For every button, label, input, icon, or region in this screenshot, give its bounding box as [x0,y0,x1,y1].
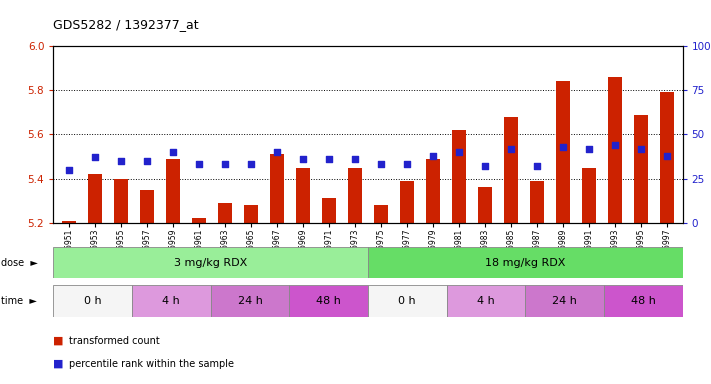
Bar [87,174,102,223]
Bar [210,285,289,317]
Text: 0 h: 0 h [398,296,416,306]
Bar [530,181,544,223]
Point [557,144,569,150]
Bar [244,205,258,223]
Point [506,146,517,152]
Bar [132,285,210,317]
Text: 4 h: 4 h [477,296,495,306]
Bar [322,199,336,223]
Point [531,163,542,169]
Point [427,152,439,159]
Text: percentile rank within the sample: percentile rank within the sample [69,359,234,369]
Point [245,161,257,167]
Bar [140,190,154,223]
Text: 48 h: 48 h [631,296,656,306]
Bar [218,203,232,223]
Bar [478,187,492,223]
Bar [53,247,368,278]
Point [272,149,283,155]
Point [63,167,75,173]
Text: 3 mg/kg RDX: 3 mg/kg RDX [174,258,247,268]
Point [90,154,101,161]
Bar [660,93,674,223]
Point [324,156,335,162]
Bar [451,130,466,223]
Bar [289,285,368,317]
Bar [608,77,622,223]
Bar [634,114,648,223]
Bar [114,179,128,223]
Point [349,156,360,162]
Bar [62,220,76,223]
Text: ■: ■ [53,336,64,346]
Point [609,142,621,148]
Bar [368,285,447,317]
Text: transformed count: transformed count [69,336,160,346]
Bar [296,167,310,223]
Bar [192,218,206,223]
Bar [53,285,132,317]
Point [193,161,205,167]
Bar [400,181,414,223]
Text: 0 h: 0 h [84,296,102,306]
Bar [525,285,604,317]
Point [167,149,178,155]
Bar [582,167,596,223]
Point [219,161,230,167]
Text: dose  ►: dose ► [1,258,38,268]
Text: 48 h: 48 h [316,296,341,306]
Text: time  ►: time ► [1,296,37,306]
Bar [374,205,388,223]
Bar [348,167,362,223]
Bar [604,285,683,317]
Point [661,152,673,159]
Text: ■: ■ [53,359,64,369]
Point [115,158,127,164]
Bar [447,285,525,317]
Point [141,158,153,164]
Text: 18 mg/kg RDX: 18 mg/kg RDX [485,258,565,268]
Bar [368,247,683,278]
Point [297,156,309,162]
Point [401,161,412,167]
Text: 24 h: 24 h [237,296,262,306]
Bar [269,154,284,223]
Bar [426,159,440,223]
Point [479,163,491,169]
Bar [166,159,180,223]
Bar [556,81,570,223]
Bar [504,117,518,223]
Point [375,161,387,167]
Point [635,146,646,152]
Text: GDS5282 / 1392377_at: GDS5282 / 1392377_at [53,18,199,31]
Text: 24 h: 24 h [552,296,577,306]
Text: 4 h: 4 h [162,296,180,306]
Point [583,146,594,152]
Point [453,149,464,155]
